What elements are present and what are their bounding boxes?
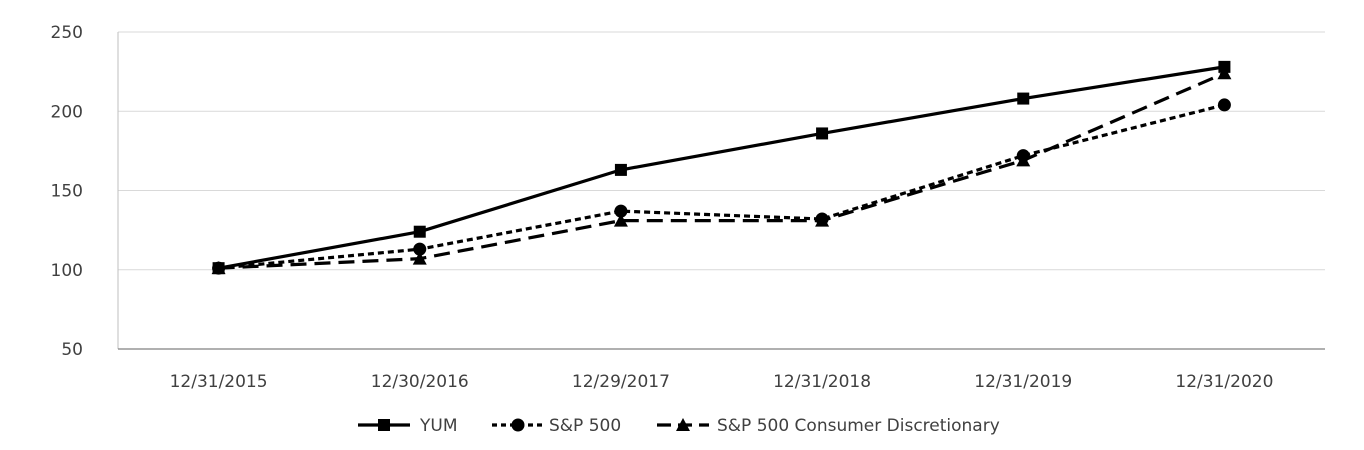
series-line	[218, 65, 1225, 270]
legend-item: YUM	[358, 416, 458, 436]
y-tick-label: 150	[51, 182, 83, 202]
legend-label: S&P 500	[549, 416, 621, 436]
data-point-marker	[413, 242, 427, 256]
data-point-marker	[1016, 149, 1030, 163]
series-group	[211, 60, 1232, 275]
legend-label: YUM	[419, 416, 458, 436]
data-point-marker	[1218, 60, 1231, 73]
series-yum	[212, 60, 1231, 275]
legend: YUM S&P 500 S&P 500 Consumer Discretionary	[358, 416, 1000, 436]
x-tick-label: 12/31/2019	[974, 372, 1072, 392]
legend-marker	[378, 419, 390, 431]
data-point-marker	[614, 204, 628, 218]
data-point-marker	[212, 262, 225, 275]
legend-marker	[676, 418, 690, 431]
legend-marker	[511, 418, 525, 432]
x-tick-label: 12/31/2015	[170, 372, 268, 392]
axes: 50 100 150 200 250 12/31/2015 12/30/2016 12/29/…	[51, 23, 1325, 392]
y-tick-label: 250	[51, 23, 83, 43]
series-line	[218, 103, 1225, 270]
data-point-marker	[613, 213, 628, 227]
legend-item: S&P 500 Consumer Discretionary	[657, 416, 1000, 436]
data-point-marker	[614, 163, 627, 176]
data-point-marker	[413, 225, 426, 238]
y-tick-label: 200	[51, 102, 83, 122]
y-tick-label: 50	[61, 340, 83, 360]
data-point-marker	[815, 212, 829, 226]
grid-lines	[118, 31, 1325, 271]
x-tick-label: 12/30/2016	[371, 372, 469, 392]
y-tick-label: 100	[51, 261, 83, 281]
x-tick-label: 12/31/2020	[1175, 372, 1273, 392]
x-tick-label: 12/31/2018	[773, 372, 871, 392]
x-tick-label: 12/29/2017	[572, 372, 670, 392]
data-point-marker	[1217, 98, 1231, 112]
data-point-marker	[412, 251, 427, 265]
data-point-marker	[816, 127, 829, 140]
series-line	[218, 71, 1226, 270]
data-point-marker	[1017, 92, 1030, 105]
legend-item: S&P 500	[492, 416, 621, 436]
legend-label: S&P 500 Consumer Discretionary	[717, 416, 1000, 436]
series-s-p-500	[212, 98, 1231, 275]
